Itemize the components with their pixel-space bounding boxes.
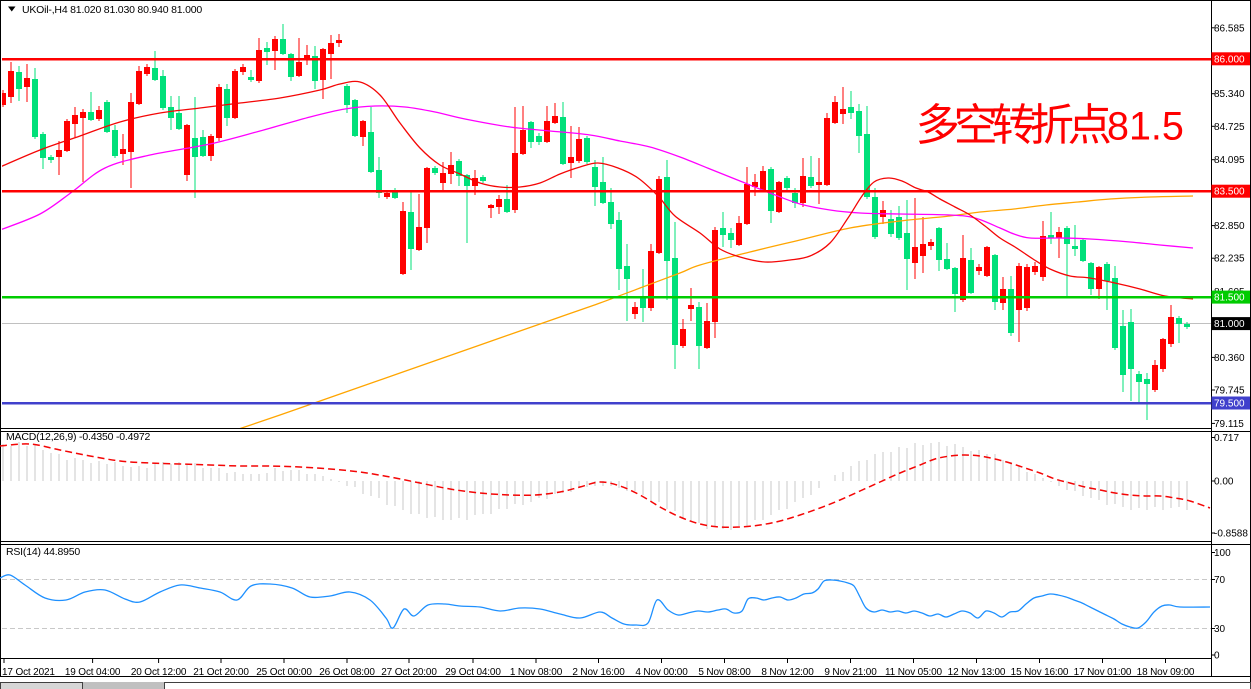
svg-text:UKOil-,H4 81.020 81.030 80.94: UKOil-,H4 81.020 81.030 80.940 81.000 [22,4,202,16]
svg-text:81.5: 81.5 [1107,105,1184,149]
svg-text:9 Nov 21:00: 9 Nov 21:00 [824,667,877,678]
svg-text:27 Oct 20:00: 27 Oct 20:00 [381,667,437,678]
svg-text:5 Nov 08:00: 5 Nov 08:00 [698,667,751,678]
svg-text:85.340: 85.340 [1214,89,1245,100]
svg-text:17 Nov 01:00: 17 Nov 01:00 [1074,667,1132,678]
svg-text:80.360: 80.360 [1214,353,1245,364]
svg-text:0: 0 [1214,651,1220,662]
svg-text:20 Oct 12:00: 20 Oct 12:00 [131,667,187,678]
svg-text:30: 30 [1214,624,1226,635]
svg-text:12 Nov 13:00: 12 Nov 13:00 [948,667,1006,678]
svg-text:MACD(12,26,9) -0.4350 -0.4972: MACD(12,26,9) -0.4350 -0.4972 [6,431,151,443]
svg-text:81.500: 81.500 [1214,293,1245,304]
svg-text:26 Oct 08:00: 26 Oct 08:00 [319,667,375,678]
svg-text:0.00: 0.00 [1214,477,1234,488]
svg-text:79.500: 79.500 [1214,399,1245,410]
svg-text:81.000: 81.000 [1214,319,1245,330]
svg-text:RSI(14) 44.8950: RSI(14) 44.8950 [6,546,80,558]
svg-text:100: 100 [1214,548,1231,559]
svg-text:86.000: 86.000 [1214,54,1245,65]
svg-text:82.850: 82.850 [1214,221,1245,232]
svg-text:79.115: 79.115 [1214,419,1244,430]
svg-text:15 Nov 16:00: 15 Nov 16:00 [1011,667,1069,678]
svg-text:25 Oct 00:00: 25 Oct 00:00 [256,667,312,678]
svg-text:17 Oct 2021: 17 Oct 2021 [2,667,55,678]
svg-text:84.095: 84.095 [1214,155,1245,166]
svg-text:-0.8588: -0.8588 [1214,529,1248,540]
svg-text:11 Nov 05:00: 11 Nov 05:00 [885,667,943,678]
svg-text:86.585: 86.585 [1214,23,1245,34]
svg-text:0.717: 0.717 [1214,433,1239,444]
svg-text:1 Nov 08:00: 1 Nov 08:00 [510,667,563,678]
svg-text:4 Nov 00:00: 4 Nov 00:00 [635,667,688,678]
svg-text:8 Nov 12:00: 8 Nov 12:00 [761,667,814,678]
svg-text:19 Oct 04:00: 19 Oct 04:00 [65,667,121,678]
svg-text:29 Oct 04:00: 29 Oct 04:00 [445,667,501,678]
svg-text:2 Nov 16:00: 2 Nov 16:00 [572,667,625,678]
svg-text:79.745: 79.745 [1214,386,1245,397]
svg-text:21 Oct 20:00: 21 Oct 20:00 [193,667,249,678]
svg-text:83.500: 83.500 [1214,187,1245,198]
svg-text:70: 70 [1214,575,1226,586]
svg-text:84.725: 84.725 [1214,122,1245,133]
svg-text:18 Nov 09:00: 18 Nov 09:00 [1137,667,1195,678]
svg-text:82.235: 82.235 [1214,254,1245,265]
